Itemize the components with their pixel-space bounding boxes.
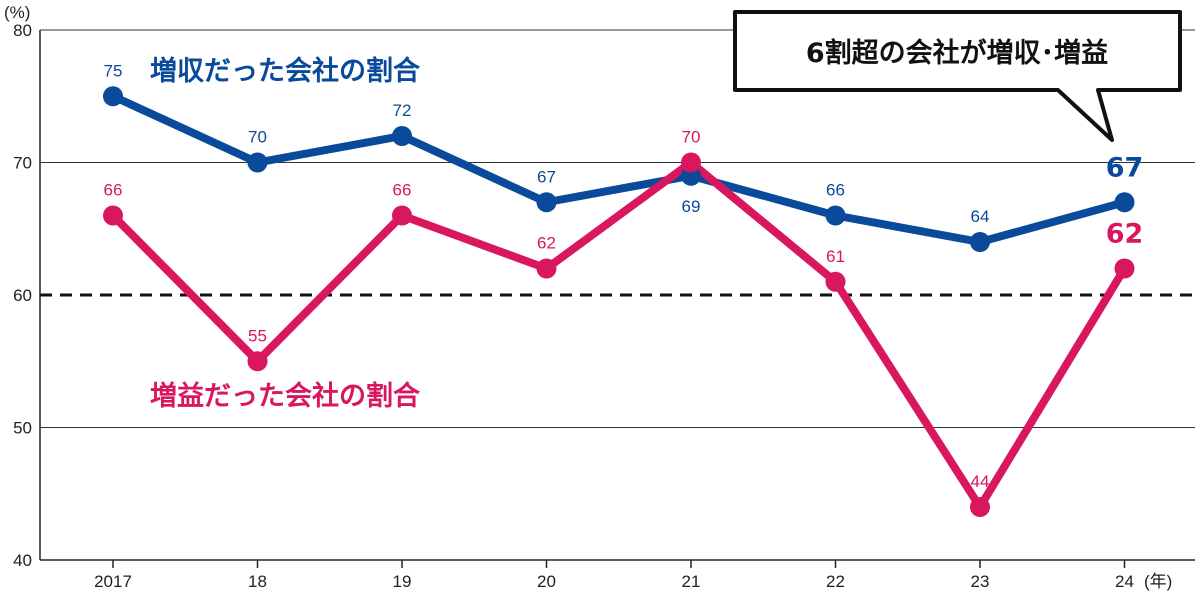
y-axis-unit: (%) <box>4 3 30 22</box>
data-label: 44 <box>971 472 990 491</box>
x-tick-label: 18 <box>248 572 267 591</box>
y-tick-label: 40 <box>13 551 32 570</box>
data-label: 70 <box>682 128 701 147</box>
y-tick-label: 60 <box>13 286 32 305</box>
data-point <box>247 152 268 173</box>
x-tick-label: 20 <box>537 572 556 591</box>
data-label: 67 <box>1106 152 1144 183</box>
x-tick-label: 2017 <box>94 572 132 591</box>
x-axis-unit: (年) <box>1144 572 1172 591</box>
y-tick-labels: 40 50 60 70 80 <box>13 21 32 570</box>
data-point <box>103 86 123 107</box>
data-point <box>247 351 268 372</box>
data-label: 75 <box>104 61 123 80</box>
data-point <box>103 205 123 226</box>
data-point <box>536 192 557 213</box>
data-label: 61 <box>826 247 845 266</box>
data-label: 64 <box>971 207 990 226</box>
data-point <box>1114 192 1135 213</box>
series-line-1 <box>109 158 1129 511</box>
axes <box>39 30 1195 568</box>
series-title-revenue: 増収だった会社の割合 <box>150 55 420 87</box>
callout-bubble <box>733 10 1182 142</box>
x-tick-label: 24 <box>1115 572 1134 591</box>
x-tick-label: 19 <box>393 572 412 591</box>
data-label: 70 <box>248 128 267 147</box>
x-tick-label: 22 <box>826 572 845 591</box>
data-point <box>392 126 412 146</box>
callout: 6割超の会社が増収･増益 <box>733 10 1182 142</box>
data-label: 69 <box>682 197 701 216</box>
y-tick-label: 80 <box>13 21 32 40</box>
data-point <box>970 232 990 252</box>
x-tick-label: 21 <box>682 572 701 591</box>
data-label: 66 <box>393 181 412 200</box>
data-label: 72 <box>393 101 412 120</box>
data-point <box>825 205 846 226</box>
x-tick-labels: 2017 18 19 20 21 22 23 24 <box>94 572 1134 591</box>
data-label: 55 <box>248 326 267 345</box>
data-labels: 75 70 72 67 69 66 64 67 66 55 66 62 70 61 44 62 <box>104 61 1144 491</box>
data-label: 67 <box>537 167 556 186</box>
data-label: 66 <box>104 181 123 200</box>
callout-text: 6割超の会社が増収･増益 <box>806 37 1108 69</box>
series-line-0 <box>109 92 1129 246</box>
y-tick-label: 50 <box>13 419 32 438</box>
data-point <box>681 152 701 173</box>
data-label: 62 <box>1106 219 1144 250</box>
data-point <box>392 205 412 226</box>
data-point <box>970 497 990 517</box>
series-title-profit: 増益だった会社の割合 <box>150 380 420 412</box>
data-label: 66 <box>826 181 845 200</box>
data-label: 62 <box>537 234 556 253</box>
x-tick-label: 23 <box>971 572 990 591</box>
series-group <box>103 86 1135 517</box>
data-point <box>536 258 557 279</box>
y-tick-label: 70 <box>13 154 32 173</box>
data-point <box>1114 258 1135 279</box>
data-point <box>825 271 846 292</box>
